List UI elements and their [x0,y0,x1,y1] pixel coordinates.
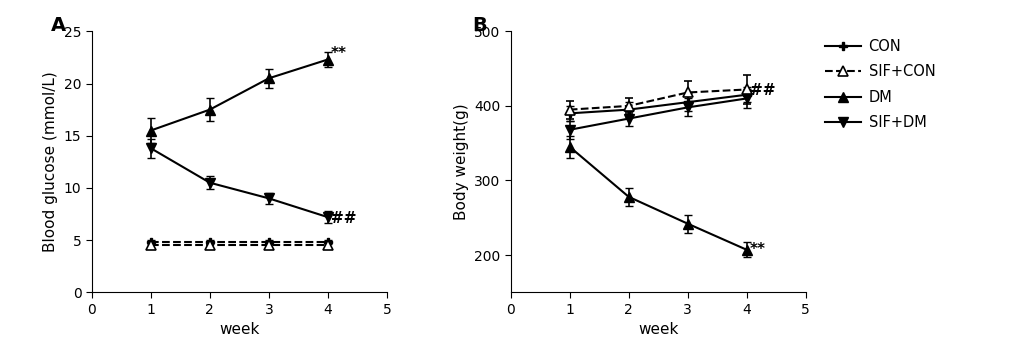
Legend: CON, SIF+CON, DM, SIF+DM: CON, SIF+CON, DM, SIF+DM [818,33,941,136]
Y-axis label: Body weight(g): Body weight(g) [453,103,468,220]
Text: A: A [51,16,65,35]
Text: ##: ## [749,83,774,98]
X-axis label: week: week [638,322,678,337]
Y-axis label: Blood glucose (mmol/L): Blood glucose (mmol/L) [43,71,58,252]
Text: B: B [472,16,487,35]
Text: ##: ## [330,212,356,227]
X-axis label: week: week [219,322,259,337]
Text: **: ** [749,242,765,256]
Text: **: ** [330,47,346,62]
